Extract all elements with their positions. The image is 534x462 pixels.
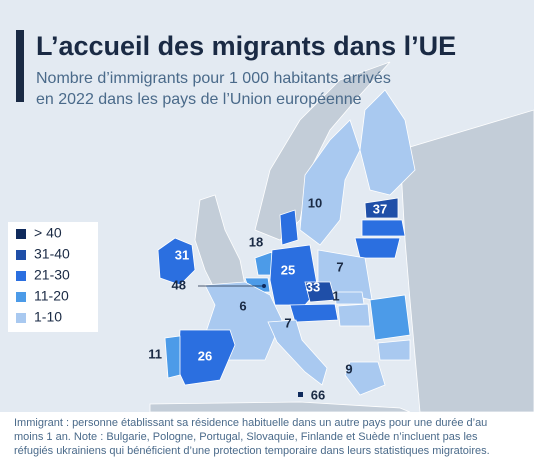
- footnote-area: [0, 412, 534, 462]
- map-label: 37: [373, 201, 387, 216]
- map-label: 66: [311, 387, 325, 402]
- footnote: Immigrant : personne établissant sa rési…: [14, 417, 487, 429]
- malta: [298, 392, 303, 397]
- map-labels: 31 10 37 18 25 7 48 33 1 6 7 11 26 9 66: [148, 195, 387, 402]
- map-label: 48: [172, 277, 186, 292]
- map-label: 25: [281, 262, 295, 277]
- legend-label: 1-10: [34, 309, 62, 325]
- portugal: [164, 335, 181, 379]
- title-bar: [16, 30, 24, 102]
- africa: [149, 401, 411, 413]
- czechia: [304, 281, 336, 303]
- legend-swatch: [16, 271, 26, 281]
- austria: [289, 303, 339, 323]
- legend-swatch: [16, 313, 26, 323]
- legend-swatch: [16, 250, 26, 260]
- denmark: [279, 209, 299, 246]
- map-label: 6: [239, 298, 246, 313]
- legend-swatch: [16, 229, 26, 239]
- map-label: 10: [308, 195, 322, 210]
- subtitle: Nombre d’immigrants pour 1 000 habitants…: [36, 70, 391, 87]
- finland: [359, 89, 416, 196]
- legend-label: 21-30: [34, 267, 70, 283]
- legend-items: > 40 31-40 21-30 11-20 1-10: [16, 225, 70, 325]
- map-label: 18: [249, 234, 263, 249]
- map-label: 7: [336, 259, 343, 274]
- ireland: [157, 237, 196, 286]
- map-label: 7: [284, 315, 291, 330]
- map-label: 11: [148, 346, 162, 361]
- map-label: 1: [332, 288, 339, 303]
- non-eu-east: [399, 109, 534, 413]
- subtitle: en 2022 dans les pays de l’Union europée…: [36, 91, 362, 108]
- luxembourg: [262, 284, 266, 288]
- map-label: 9: [345, 361, 352, 376]
- romania: [369, 294, 411, 341]
- legend-label: > 40: [34, 225, 62, 241]
- map: [149, 61, 534, 413]
- legend-label: 31-40: [34, 246, 70, 262]
- map-label: 33: [306, 279, 320, 294]
- italy: [267, 319, 328, 386]
- title: L’accueil des migrants dans l’UE: [36, 31, 456, 61]
- estonia: [364, 197, 399, 219]
- lithuania: [354, 237, 401, 259]
- greece: [344, 361, 386, 396]
- footnote: réfugiés ukrainiens qui bénéficient d’un…: [14, 445, 490, 457]
- footnote: moins 1 an. Note : Bulgarie, Pologne, Po…: [14, 431, 478, 443]
- latvia: [361, 219, 406, 237]
- hungary: [337, 303, 371, 327]
- map-label: 31: [175, 247, 189, 262]
- bulgaria: [377, 339, 411, 361]
- legend-label: 11-20: [34, 288, 69, 304]
- legend-swatch: [16, 292, 26, 302]
- map-label: 26: [198, 348, 212, 363]
